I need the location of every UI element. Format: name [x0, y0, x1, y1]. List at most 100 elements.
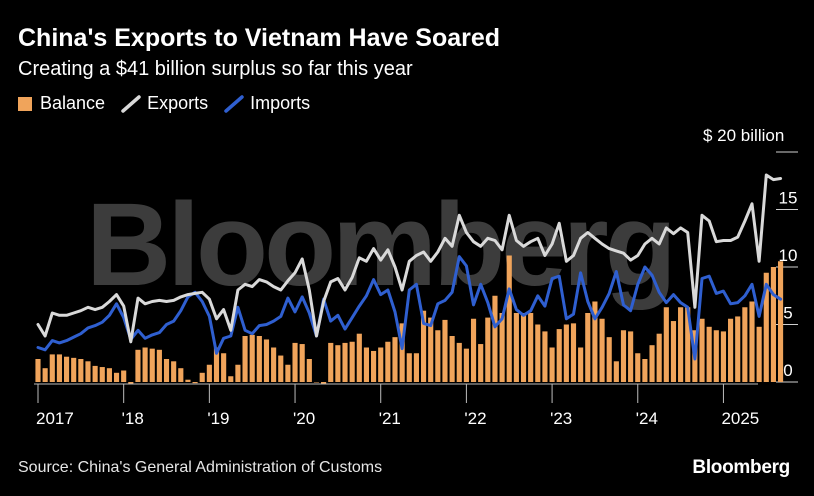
balance-bar	[613, 361, 619, 382]
balance-bar	[99, 367, 105, 382]
balance-bar	[163, 359, 170, 382]
balance-bar	[371, 350, 377, 382]
balance-bar	[78, 359, 84, 382]
balance-bar	[513, 313, 519, 382]
balance-bar	[449, 336, 455, 382]
balance-bar	[199, 372, 205, 382]
x-tick-label: 2017	[36, 409, 74, 428]
x-tick-label: '23	[550, 409, 572, 428]
balance-bar	[678, 307, 684, 382]
balance-bar	[656, 333, 662, 382]
balance-bar	[113, 372, 120, 382]
y-tick-label: 5	[783, 304, 792, 323]
balance-bar	[520, 313, 527, 382]
balance-bar	[285, 364, 291, 382]
balance-bar	[242, 336, 248, 382]
balance-bar	[535, 324, 541, 382]
exports-line-icon	[121, 94, 141, 113]
x-tick-label: '19	[207, 409, 229, 428]
balance-bar	[42, 368, 48, 382]
balance-bar	[71, 357, 77, 382]
balance-bar	[585, 313, 591, 382]
legend-item-exports: Exports	[121, 93, 208, 114]
chart-title: China's Exports to Vietnam Have Soared	[18, 24, 501, 52]
y-tick-label: 10	[779, 246, 798, 265]
legend-label-balance: Balance	[40, 93, 106, 113]
balance-bar	[406, 353, 412, 382]
exports-line	[36, 173, 783, 344]
balance-bar	[777, 261, 784, 382]
balance-bar	[385, 341, 391, 382]
balance-bar	[363, 347, 370, 382]
balance-bar	[420, 310, 427, 382]
balance-bar	[742, 307, 748, 382]
balance-bar	[670, 321, 677, 382]
balance-bar	[563, 324, 569, 382]
balance-bar	[570, 323, 577, 382]
balance-bar	[228, 376, 234, 382]
x-tick-label: '20	[293, 409, 315, 428]
balance-bar	[649, 345, 655, 382]
balance-bar	[128, 382, 134, 385]
balance-bar	[171, 361, 177, 382]
imports-line	[36, 255, 783, 361]
balance-bar	[442, 319, 448, 382]
balance-bar	[413, 353, 419, 382]
balance-bar	[749, 301, 755, 382]
balance-bar	[249, 334, 255, 382]
balance-bar	[178, 368, 184, 382]
balance-bar	[485, 317, 491, 382]
balance-bar	[556, 329, 562, 382]
balance-bar	[699, 318, 705, 382]
balance-bar	[720, 331, 727, 382]
legend-item-imports: Imports	[224, 93, 310, 114]
balance-bar	[328, 342, 334, 382]
balance-bar	[235, 364, 241, 382]
balance-bar	[313, 382, 320, 383]
balance-bar	[321, 382, 327, 385]
balance-bar	[192, 382, 198, 384]
balance-bar	[271, 347, 277, 382]
x-tick-label: '22	[464, 409, 486, 428]
balance-bar	[770, 267, 776, 382]
legend-label-imports: Imports	[250, 93, 311, 113]
balance-bar	[735, 316, 741, 382]
balance-bar	[592, 301, 598, 382]
balance-bar	[392, 337, 398, 382]
balance-bar	[399, 323, 405, 382]
balance-bar	[135, 349, 141, 382]
imports-line-icon	[224, 94, 244, 113]
balance-bar	[756, 326, 762, 382]
balance-bar	[620, 330, 627, 382]
balance-bar	[578, 347, 584, 382]
balance-bar	[599, 318, 605, 382]
balance-bar	[149, 348, 155, 382]
balance-bar	[478, 344, 484, 382]
balance-bar	[499, 313, 505, 382]
balance-bar	[85, 361, 91, 382]
balance-bar	[292, 342, 298, 382]
balance-bar	[663, 307, 669, 382]
balance-bar	[356, 333, 362, 382]
balance-bar	[299, 344, 305, 382]
y-tick-label: 0	[783, 361, 792, 380]
balance-bar	[256, 336, 262, 382]
balance-bar	[549, 347, 555, 382]
balance-bar	[492, 295, 498, 382]
balance-bar	[263, 339, 270, 382]
balance-bar	[456, 342, 462, 382]
balance-bar	[606, 337, 612, 382]
balance-bar	[213, 347, 220, 382]
balance-bar	[528, 313, 534, 382]
balance-bar	[56, 354, 62, 382]
balance-bar	[106, 368, 112, 382]
balance-bar	[642, 359, 648, 382]
balance-bar	[121, 370, 127, 382]
balance-bar	[185, 379, 191, 382]
balance-bar	[92, 365, 98, 382]
y-unit-label: $ 20 billion	[703, 126, 784, 145]
balance-bar	[49, 354, 55, 382]
balance-bar	[713, 330, 719, 382]
legend-item-balance: Balance	[18, 93, 105, 114]
